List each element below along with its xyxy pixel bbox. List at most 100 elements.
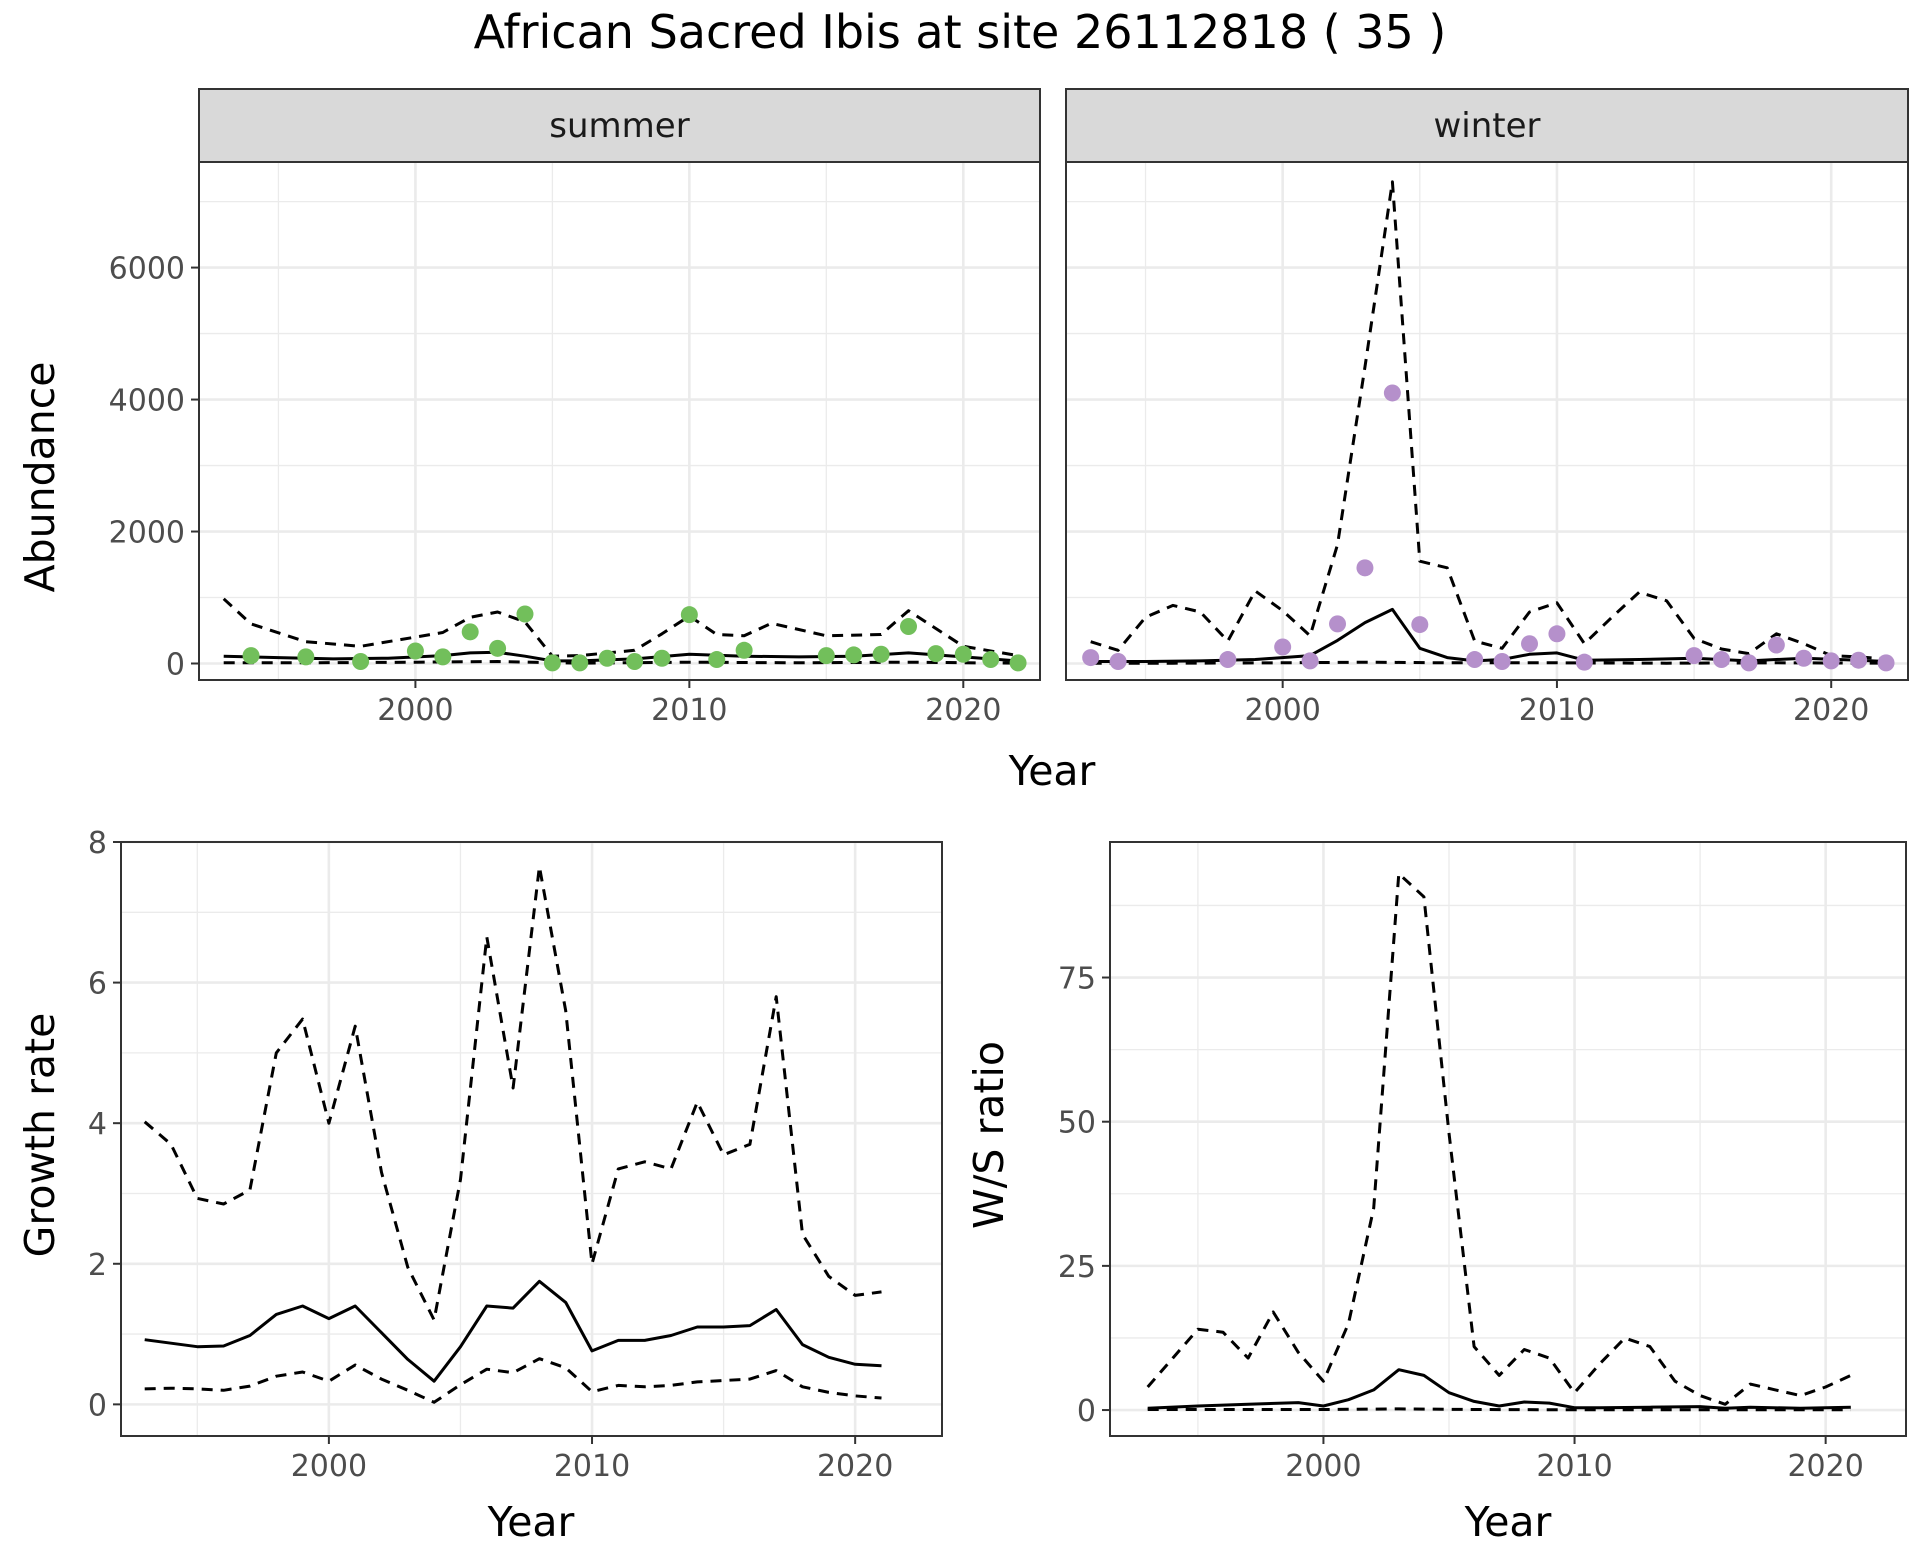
winter-point xyxy=(1411,616,1429,634)
winter-point xyxy=(1795,649,1813,667)
winter-point xyxy=(1109,653,1127,671)
summer-y-tick-label: 6000 xyxy=(109,252,185,287)
ratio-y-tick-label: 75 xyxy=(1058,962,1096,997)
growth-y-tick-label: 0 xyxy=(88,1388,107,1423)
winter-series-1-line xyxy=(1090,180,1887,661)
winter-point xyxy=(1740,654,1758,672)
summer-point xyxy=(297,648,315,666)
ws-ratio-plot-area: 2000 2010 2020 0 25 50 75 xyxy=(1058,841,1907,1484)
summer-point xyxy=(900,618,918,636)
figure-title: African Sacred Ibis at site 26112818 ( 3… xyxy=(474,5,1447,59)
summer-x-tick-label: 2020 xyxy=(925,693,1001,728)
summer-point xyxy=(406,642,424,660)
winter-point xyxy=(1685,647,1703,665)
ratio-x-tick-label: 2010 xyxy=(1536,1449,1612,1484)
summer-plot-area: 2000 2010 2020 0 2000 4000 6000 xyxy=(109,161,1041,728)
winter-point xyxy=(1850,651,1868,669)
summer-point xyxy=(735,641,753,659)
growth-series-0-line xyxy=(144,1279,882,1383)
winter-strip-label: winter xyxy=(1433,106,1540,146)
summer-y-tick-label: 4000 xyxy=(109,384,185,419)
growth-series-1-line xyxy=(143,865,882,1322)
summer-y-tick-label: 0 xyxy=(166,648,185,683)
abundance-x-axis-title: Year xyxy=(1008,747,1096,795)
summer-point xyxy=(872,645,890,663)
summer-panel-background xyxy=(199,162,1040,680)
winter-point xyxy=(1493,653,1511,671)
growth-y-tick-label: 6 xyxy=(88,967,107,1002)
summer-point xyxy=(708,651,726,669)
abundance-panel-summer: summer 2000 2010 2020 0 2000 4000 6000 xyxy=(109,88,1041,728)
winter-point xyxy=(1383,384,1401,402)
summer-x-tick-label: 2010 xyxy=(651,693,727,728)
summer-point xyxy=(461,623,479,641)
ratio-x-tick-label: 2000 xyxy=(1285,1449,1361,1484)
summer-point xyxy=(242,647,260,665)
winter-point xyxy=(1521,635,1539,653)
growth-rate-y-axis-title: Growth rate xyxy=(16,1013,64,1258)
winter-point xyxy=(1575,653,1593,671)
summer-point xyxy=(598,649,616,667)
winter-points xyxy=(1082,384,1895,672)
winter-point xyxy=(1356,559,1374,577)
ratio-panel-background xyxy=(1110,842,1906,1436)
summer-point xyxy=(954,645,972,663)
winter-point xyxy=(1301,652,1319,670)
winter-panel-background xyxy=(1066,162,1908,680)
winter-point xyxy=(1767,636,1785,654)
growth-series-2-line xyxy=(144,1357,882,1404)
summer-point xyxy=(927,645,945,663)
winter-point xyxy=(1082,649,1100,667)
winter-x-tick-label: 2010 xyxy=(1519,693,1595,728)
winter-series-2-line xyxy=(1090,660,1887,665)
winter-x-tick-label: 2020 xyxy=(1793,693,1869,728)
ratio-y-tick-label: 0 xyxy=(1077,1394,1096,1429)
summer-point xyxy=(817,647,835,665)
summer-point xyxy=(571,654,589,672)
summer-point xyxy=(680,606,698,624)
growth-rate-plot-area: 2000 2010 2020 0 2 4 6 8 xyxy=(88,826,943,1484)
summer-point xyxy=(434,648,452,666)
summer-strip xyxy=(198,88,1041,163)
ratio-series-1-line xyxy=(1146,872,1852,1406)
summer-y-tick-label: 2000 xyxy=(109,516,185,551)
summer-series-2-line xyxy=(223,660,1019,665)
winter-point xyxy=(1219,651,1237,669)
winter-point xyxy=(1712,651,1730,669)
summer-point xyxy=(516,605,534,623)
abundance-y-axis-title: Abundance xyxy=(16,362,64,593)
growth-y-tick-label: 2 xyxy=(88,1248,107,1283)
summer-point xyxy=(982,651,1000,669)
growth-panel-border xyxy=(120,841,943,1437)
summer-point xyxy=(489,639,507,657)
ratio-series-0-line xyxy=(1147,1368,1851,1410)
winter-point xyxy=(1548,625,1566,643)
summer-point xyxy=(352,653,370,671)
summer-series-0-line xyxy=(223,650,1019,663)
winter-point xyxy=(1274,638,1292,656)
growth-x-tick-label: 2010 xyxy=(554,1449,630,1484)
summer-point xyxy=(1009,654,1027,672)
ws-ratio-y-axis-title: W/S ratio xyxy=(965,1041,1013,1229)
growth-y-tick-label: 8 xyxy=(88,826,107,861)
ratio-y-tick-label: 50 xyxy=(1058,1106,1096,1141)
winter-point xyxy=(1822,652,1840,670)
ratio-series-2-line xyxy=(1147,1407,1851,1412)
summer-points xyxy=(242,605,1027,672)
ratio-x-tick-label: 2020 xyxy=(1787,1449,1863,1484)
growth-panel-background xyxy=(121,842,942,1436)
summer-gridlines xyxy=(199,162,1040,680)
summer-point xyxy=(543,654,561,672)
growth-x-tick-label: 2020 xyxy=(817,1449,893,1484)
growth-x-tick-label: 2000 xyxy=(291,1449,367,1484)
summer-panel-border xyxy=(198,161,1041,681)
winter-point xyxy=(1877,654,1895,672)
ratio-panel-border xyxy=(1109,841,1907,1437)
winter-strip xyxy=(1065,88,1909,163)
growth-rate-x-axis-title: Year xyxy=(487,1498,575,1546)
winter-plot-area: 2000 2010 2020 xyxy=(1065,161,1909,728)
ratio-y-tick-label: 25 xyxy=(1058,1250,1096,1285)
winter-point xyxy=(1466,651,1484,669)
ws-ratio-x-axis-title: Year xyxy=(1464,1498,1552,1546)
